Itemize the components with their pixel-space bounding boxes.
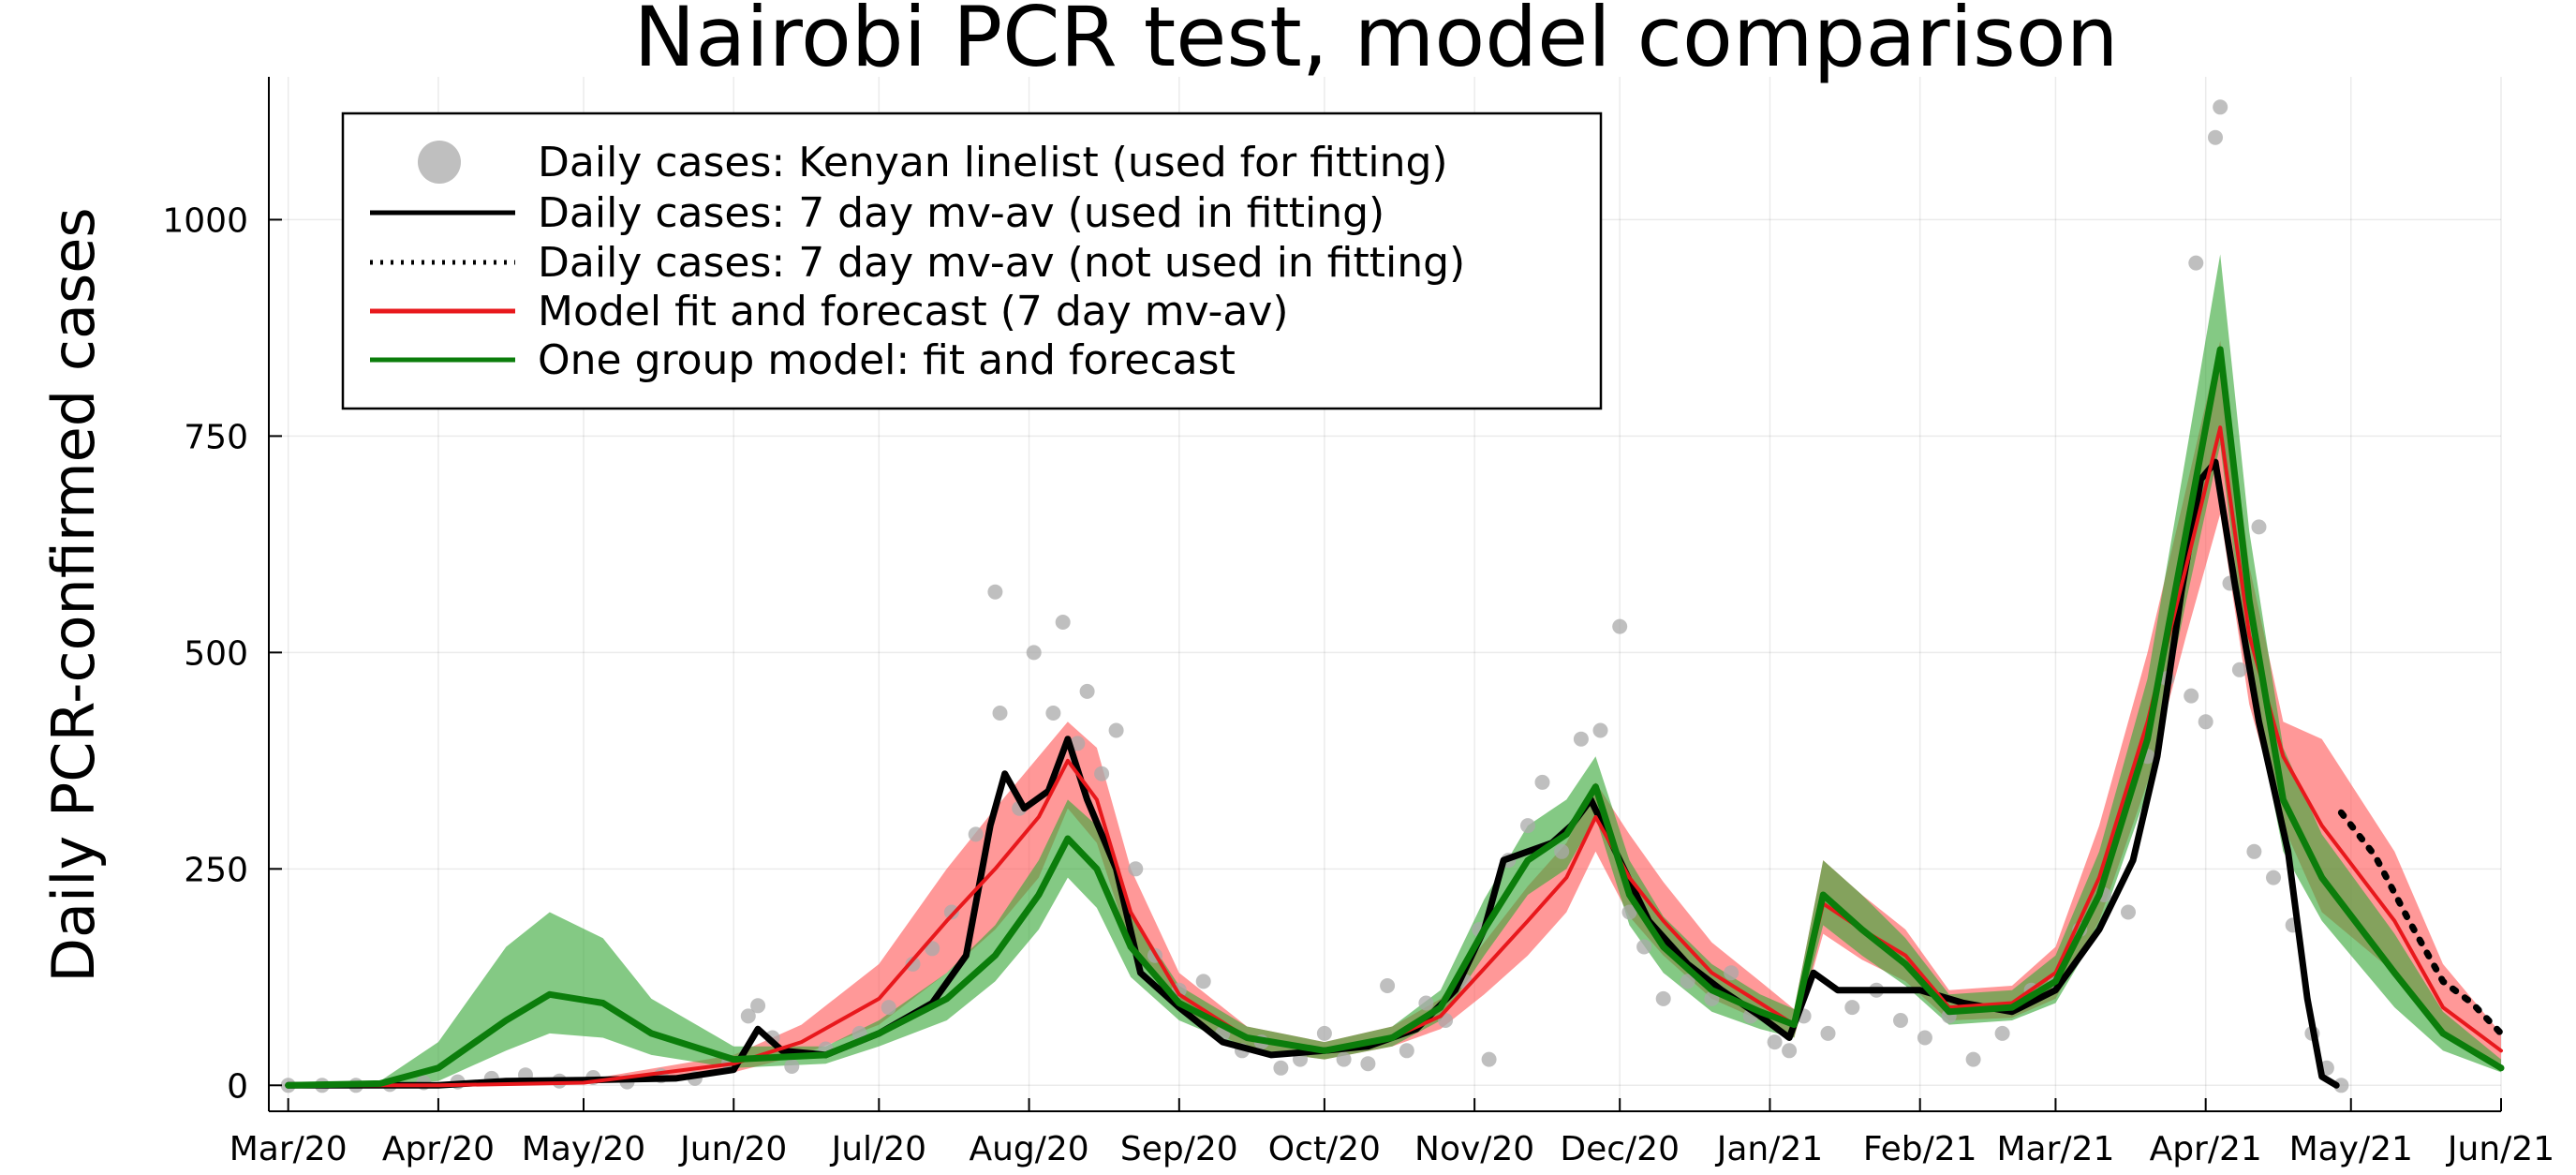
linelist-point [1108,722,1124,738]
x-tick-label: Mar/20 [229,1130,348,1168]
linelist-point [1612,618,1628,634]
linelist-point [2246,843,2262,859]
linelist-point [968,826,984,842]
linelist-point [1079,683,1095,699]
series-lines [285,346,2505,1089]
x-tick-label: Aug/20 [969,1130,1088,1168]
linelist-point [1767,1034,1783,1050]
linelist-point [740,1008,756,1024]
linelist-point [1055,615,1071,630]
linelist-point [1917,1030,1932,1046]
x-tick-label: Jun/20 [678,1130,787,1168]
linelist-point [1782,1043,1798,1059]
linelist-point [1045,706,1061,721]
legend-marker-scatter [418,141,461,184]
legend-label: Daily cases: 7 day mv-av (not used in fi… [538,239,1465,287]
tick-labels: Mar/20 Apr/20 May/20 Jun/20 Jul/20 Aug/20 Sep/… [162,201,2554,1168]
linelist-point [943,904,959,920]
linelist-point [1418,995,1434,1011]
y-tick-label: 1000 [162,201,248,240]
x-tick-label: Feb/21 [1863,1130,1977,1168]
linelist-point [987,584,1003,600]
linelist-point [1360,1056,1376,1072]
axes [268,77,2502,1112]
x-tick-label: Jul/20 [830,1130,926,1168]
x-tick-label: May/21 [2289,1130,2413,1168]
linelist-point [2184,688,2199,704]
linelist-point [1680,974,1695,989]
x-tick-label: Nov/20 [1414,1130,1534,1168]
linelist-point [1844,1000,1860,1016]
y-tick-label: 0 [227,1067,248,1106]
linelist-point [1273,1060,1289,1076]
linelist-point [1965,1051,1981,1067]
linelist-point [2266,870,2281,885]
linelist-point [905,956,921,972]
linelist-point [1636,939,1652,955]
x-tick-label: Jun/21 [2446,1130,2554,1168]
legend-box [341,112,1603,410]
linelist-point [925,941,940,957]
linelist-point [1534,774,1550,790]
linelist-point [1621,904,1637,920]
x-tick-label: Mar/21 [1997,1130,2115,1168]
x-tick-label: May/20 [522,1130,645,1168]
one-group-model-line [285,346,2505,1089]
x-tick-label: Jan/21 [1715,1130,1823,1168]
y-tick-label: 500 [184,634,248,673]
legend-label: Daily cases: 7 day mv-av (used in fittin… [538,189,1384,237]
linelist-point [1026,645,1042,661]
x-tick-label: Dec/20 [1560,1130,1680,1168]
linelist-point [1380,978,1396,993]
y-axis-label: Daily PCR-confirmed cases [39,207,108,982]
linelist-point [1893,1013,1908,1028]
legend-label: One group model: fit and forecast [538,336,1236,384]
linelist-point [2231,662,2247,677]
linelist-point [1128,861,1144,877]
uncertainty-bands [288,254,2502,1086]
linelist-point [750,998,766,1014]
legend: Daily cases: Kenyan linelist (used for f… [341,112,1603,410]
linelist-point [1994,1025,2010,1041]
chart-title: Nairobi PCR test, model comparison [634,0,2119,85]
linelist-point [2333,1078,2349,1093]
linelist-point [2213,99,2228,115]
x-tick-label: Oct/20 [1268,1130,1381,1168]
linelist-point [1520,818,1535,834]
linelist-point [1573,731,1589,747]
linelist-point [2198,714,2213,730]
linelist-point [1820,1025,1836,1041]
linelist-point [2188,255,2204,271]
legend-label: Model fit and forecast (7 day mv-av) [538,288,1289,335]
linelist-point [784,1059,800,1074]
linelist-point [1399,1043,1414,1059]
y-tick-label: 250 [184,851,248,889]
linelist-point [1724,965,1740,981]
linelist-point [1094,766,1110,781]
x-tick-label: Sep/20 [1120,1130,1238,1168]
linelist-point [1655,990,1671,1006]
linelist-point [1336,1051,1352,1067]
linelist-point [2121,904,2136,920]
one-group-model-band [288,254,2502,1086]
x-tick-label: Apr/21 [2150,1130,2262,1168]
linelist-point [1554,843,1570,859]
linelist-point [1195,974,1211,989]
linelist-point [2208,129,2223,145]
linelist-point [1592,722,1608,738]
linelist-point [881,1000,896,1016]
linelist-point [992,706,1008,721]
linelist-point [1481,1051,1497,1067]
x-tick-label: Apr/20 [382,1130,495,1168]
legend-label: Daily cases: Kenyan linelist (used for f… [538,139,1448,186]
mv-av-unfitted-line [2337,809,2505,1037]
linelist-point [1316,1025,1332,1041]
linelist-point [2251,519,2267,535]
y-tick-label: 750 [184,418,248,456]
